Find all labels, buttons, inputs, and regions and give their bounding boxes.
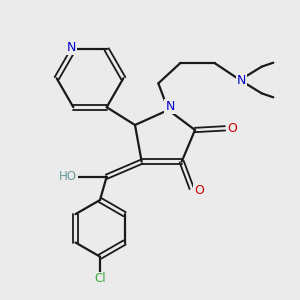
Text: O: O — [227, 122, 237, 135]
Text: N: N — [67, 41, 76, 54]
Text: O: O — [194, 184, 204, 196]
Text: N: N — [165, 100, 175, 113]
Text: Cl: Cl — [94, 272, 106, 286]
Text: HO: HO — [59, 170, 77, 183]
Text: N: N — [237, 74, 246, 86]
